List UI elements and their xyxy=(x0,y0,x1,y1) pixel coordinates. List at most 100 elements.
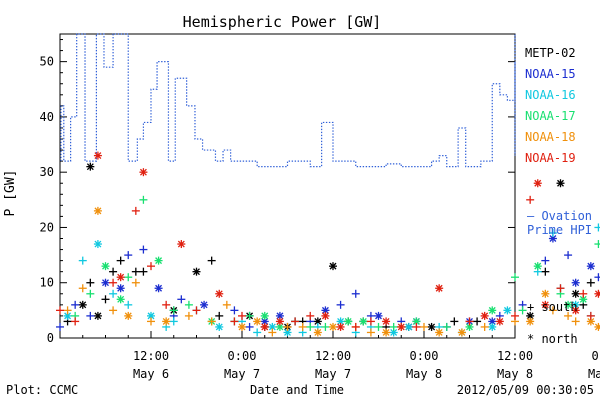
x-tick-label-date: May 7 xyxy=(315,367,351,381)
point-metp-02-north xyxy=(78,300,87,309)
point-noaa-18-north xyxy=(541,289,550,298)
point-noaa-16-south xyxy=(548,228,557,237)
point-noaa-17-north xyxy=(465,322,474,331)
point-metp-02-north xyxy=(427,322,436,331)
point-noaa-15-south xyxy=(351,289,360,298)
x-tick-label-date: May 7 xyxy=(224,367,260,381)
point-noaa-17-north xyxy=(101,262,110,271)
point-metp-02-south xyxy=(473,317,482,326)
x-tick-label-time: 12:00 xyxy=(133,349,169,363)
point-metp-02-south xyxy=(131,267,140,276)
y-tick-label: 40 xyxy=(40,110,54,124)
point-metp-02-south xyxy=(109,267,118,276)
point-noaa-15-north xyxy=(101,278,110,287)
point-noaa-18-north xyxy=(457,328,466,337)
point-noaa-18-south xyxy=(131,278,140,287)
y-tick-label: 50 xyxy=(40,55,54,69)
point-noaa-19-north xyxy=(321,311,330,320)
point-noaa-17-south xyxy=(389,322,398,331)
point-noaa-19-south xyxy=(192,306,201,315)
point-noaa-18-south xyxy=(298,322,307,331)
point-noaa-19-south xyxy=(131,206,140,215)
point-noaa-18-north xyxy=(594,322,600,331)
point-noaa-18-north xyxy=(238,322,246,331)
ovation-label-line1: — Ovation xyxy=(527,209,592,223)
point-noaa-16-south xyxy=(124,300,133,309)
point-noaa-19-north xyxy=(93,151,102,160)
point-noaa-19-north xyxy=(435,284,444,293)
point-metp-02-south xyxy=(116,256,125,265)
x-tick-label-date: May 8 xyxy=(497,367,533,381)
y-tick-label: 0 xyxy=(47,331,54,345)
point-noaa-18-south xyxy=(366,328,375,337)
y-tick-label: 30 xyxy=(40,165,54,179)
point-noaa-18-north xyxy=(526,317,535,326)
point-noaa-19-north xyxy=(594,289,600,298)
point-noaa-15-south xyxy=(541,256,550,265)
point-noaa-18-south xyxy=(571,317,580,326)
point-noaa-18-south xyxy=(207,317,216,326)
y-tick-label: 10 xyxy=(40,276,54,290)
point-metp-02-south xyxy=(450,317,459,326)
point-noaa-19-south xyxy=(511,311,519,320)
point-noaa-19-south xyxy=(109,278,118,287)
point-noaa-18-south xyxy=(63,306,72,315)
point-noaa-17-north xyxy=(154,256,163,265)
x-tick-label-date: May 6 xyxy=(133,367,169,381)
point-noaa-19-south xyxy=(465,317,474,326)
point-noaa-17-south xyxy=(306,322,315,331)
point-metp-02-south xyxy=(215,311,224,320)
point-noaa-18-south xyxy=(268,328,277,337)
point-noaa-19-south xyxy=(71,317,80,326)
point-noaa-17-north xyxy=(488,306,497,315)
point-noaa-19-south xyxy=(366,317,375,326)
legend: METP-02 NOAA-15 NOAA-16 NOAA-17 NOAA-18 NOAA-… xyxy=(525,46,576,165)
point-noaa-19-north xyxy=(116,273,125,282)
ovation-line xyxy=(60,33,516,168)
x-tick-label-time: 0:00 xyxy=(410,349,439,363)
point-noaa-19-south xyxy=(586,311,595,320)
legend-entry-noaa-15: NOAA-15 xyxy=(525,67,576,81)
point-noaa-16-south xyxy=(109,289,118,298)
point-noaa-17-south xyxy=(184,300,193,309)
point-noaa-17-north xyxy=(533,262,542,271)
point-noaa-19-north xyxy=(495,317,504,326)
x-tick-label-date: May 9 xyxy=(588,367,600,381)
point-noaa-18-south xyxy=(109,306,118,315)
point-noaa-18-south xyxy=(283,322,292,331)
plot-frame xyxy=(59,33,516,339)
point-noaa-19-south xyxy=(579,289,588,298)
point-noaa-19-south xyxy=(238,311,246,320)
point-noaa-19-north xyxy=(397,322,406,331)
point-metp-02-north xyxy=(313,317,322,326)
point-noaa-15-north xyxy=(200,300,209,309)
point-noaa-18-south xyxy=(420,322,428,331)
point-noaa-15-south xyxy=(139,245,148,254)
point-noaa-17-south xyxy=(518,306,527,315)
legend-entry-noaa-16: NOAA-16 xyxy=(525,88,576,102)
y-axis-ticks: 0 10 20 30 40 50 xyxy=(40,39,515,345)
legend-entry-noaa-19: NOAA-19 xyxy=(525,151,576,165)
point-noaa-15-south xyxy=(71,300,80,309)
point-noaa-16-south xyxy=(169,317,178,326)
point-noaa-17-south xyxy=(124,273,133,282)
legend-entry-noaa-17: NOAA-17 xyxy=(525,109,576,123)
point-noaa-18-north xyxy=(253,317,262,326)
point-noaa-16-north xyxy=(215,322,224,331)
point-noaa-15-south xyxy=(594,273,600,282)
point-noaa-17-south xyxy=(374,322,383,331)
point-noaa-17-north xyxy=(116,295,125,304)
point-metp-02-south xyxy=(586,278,595,287)
x-tick-label-time: 0:00 xyxy=(592,349,600,363)
point-noaa-19-north xyxy=(336,322,345,331)
point-noaa-19-south xyxy=(306,311,315,320)
x-tick-label-time: 12:00 xyxy=(497,349,533,363)
point-noaa-19-south xyxy=(351,322,360,331)
point-noaa-18-south xyxy=(147,317,155,326)
y-axis-label: P [GW] xyxy=(3,170,18,217)
point-noaa-17-north xyxy=(344,317,353,326)
point-noaa-17-north xyxy=(260,311,269,320)
point-metp-02-north xyxy=(329,262,337,271)
point-noaa-17-south xyxy=(594,240,600,249)
